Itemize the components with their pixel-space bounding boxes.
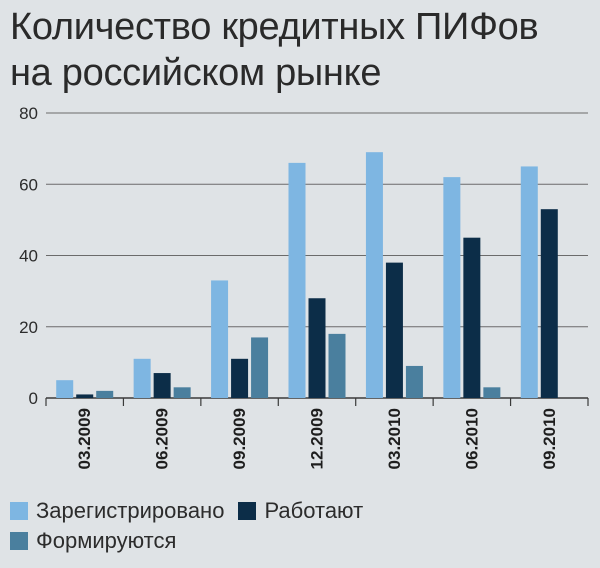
x-tick-label: 06.2010 [462,408,481,469]
legend-swatch-registered [10,502,28,520]
legend-item-forming: Формируются [10,526,176,556]
bar-registered-09-2010 [520,166,538,398]
x-axis-ticks: 03.2009 06.2009 09.2009 12.2009 03.2010 06.20… [45,398,589,469]
x-tick-label: 09.2009 [230,408,249,469]
legend-item-registered: Зарегистрировано [10,496,224,526]
title-line-2: на российском рынке [10,52,382,94]
y-tick-label: 80 [19,104,38,123]
y-axis-ticks: 0 20 40 60 80 [19,104,38,408]
legend-label-forming: Формируются [36,528,177,553]
legend-swatch-operating [238,502,257,520]
legend-item-operating: Работают [238,496,363,526]
bar-operating-09-2010 [540,209,558,398]
legend-label-operating: Работают [264,498,364,523]
bar-forming-03-2010 [405,365,423,398]
title-line-1: Количество кредитных ПИФов [10,6,539,48]
bar-registered-06-2009 [133,358,151,398]
x-tick-label: 12.2009 [308,408,327,469]
bar-registered-09-2009 [211,280,229,398]
y-tick-label: 40 [19,247,38,266]
bar-operating-06-2010 [463,237,481,398]
y-tick-label: 0 [29,389,38,408]
bar-operating-12-2009 [308,298,326,398]
bar-forming-03-2009 [96,390,114,398]
bar-operating-09-2009 [231,358,249,398]
bar-forming-06-2009 [173,387,191,398]
bar-registered-03-2010 [365,152,383,398]
x-tick-label: 06.2009 [153,408,172,469]
bar-registered-06-2010 [443,177,461,398]
bar-registered-12-2009 [288,162,306,398]
x-tick-label: 03.2010 [385,408,404,469]
x-tick-label: 09.2010 [540,408,559,469]
chart-title: Количество кредитных ПИФов на российском… [10,4,590,96]
legend: Зарегистрировано Работают Формируются [10,496,590,556]
bar-operating-03-2010 [385,262,403,398]
legend-label-registered: Зарегистрировано [36,498,225,523]
bar-forming-12-2009 [328,333,346,398]
bars [56,152,558,398]
x-tick-label: 03.2009 [75,408,94,469]
legend-swatch-forming [10,532,28,550]
bar-forming-06-2010 [483,387,501,398]
y-tick-label: 20 [19,318,38,337]
bar-forming-09-2009 [251,337,269,398]
bar-registered-03-2009 [56,380,74,398]
bar-operating-03-2009 [76,394,94,398]
y-tick-label: 60 [19,175,38,194]
bar-operating-06-2009 [153,373,171,398]
